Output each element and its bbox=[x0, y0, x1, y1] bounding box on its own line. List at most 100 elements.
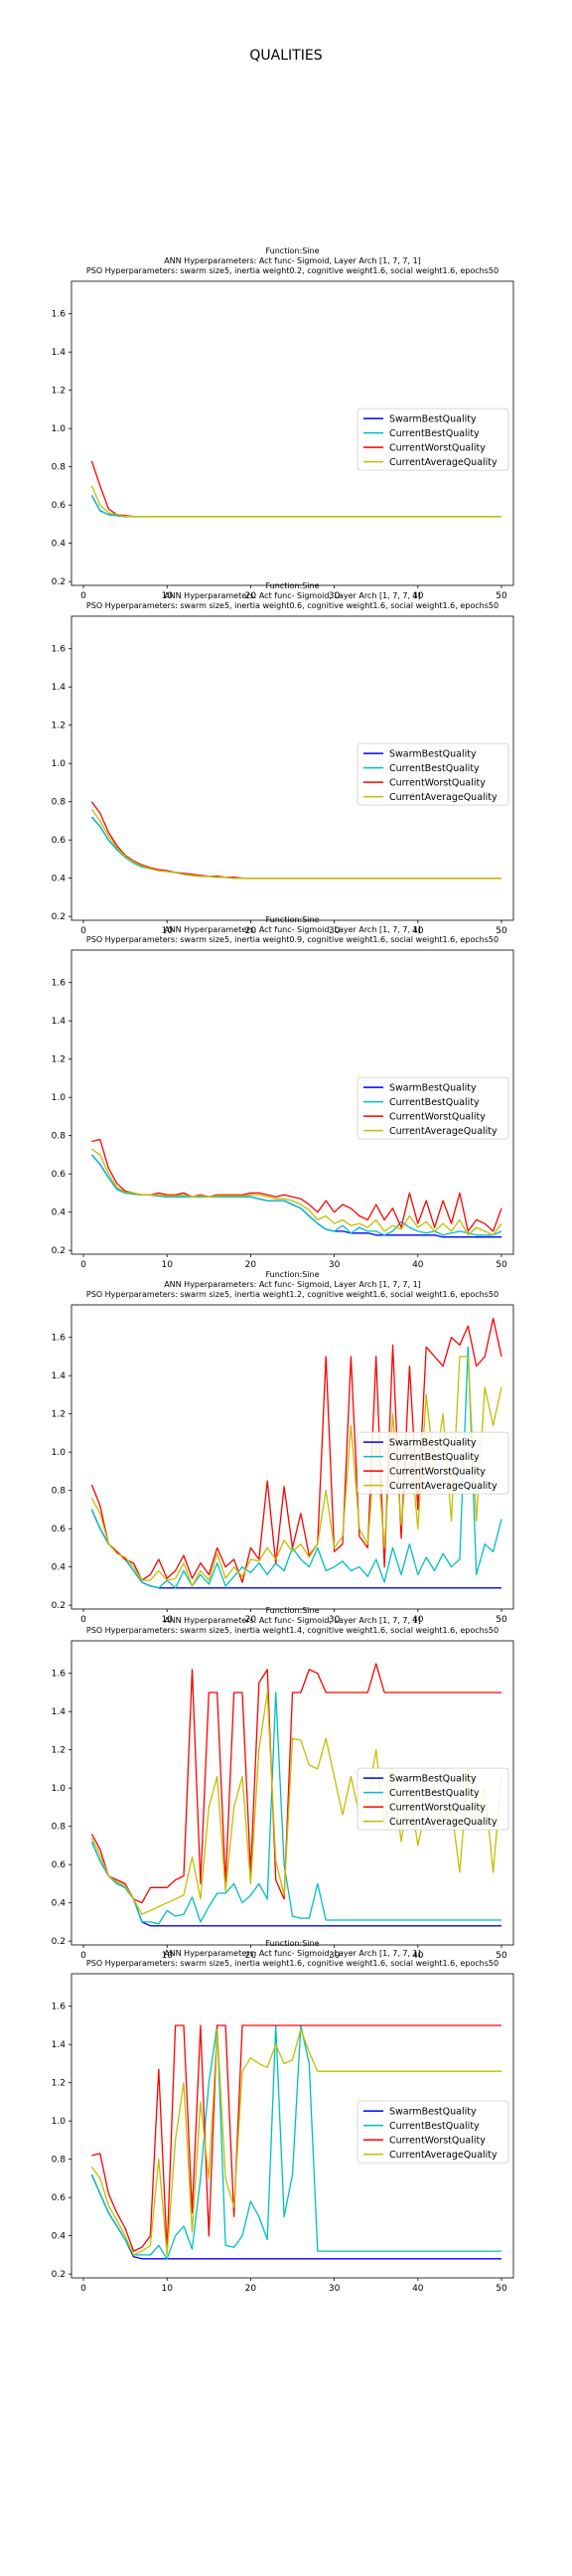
x-tick-label: 0 bbox=[80, 1615, 86, 1625]
series-line-CurrentBestQuality bbox=[90, 495, 501, 518]
y-tick-label: 1.6 bbox=[52, 310, 67, 320]
legend-box bbox=[357, 1076, 509, 1140]
y-tick-label: 0.2 bbox=[52, 912, 66, 922]
legend-label: CurrentWorstQuality bbox=[389, 778, 486, 789]
legend-label: CurrentWorstQuality bbox=[389, 2136, 486, 2147]
y-tick-label: 1.4 bbox=[52, 683, 67, 693]
subplot-title-line: Function:Sine bbox=[265, 1606, 319, 1615]
legend-label: CurrentBestQuality bbox=[389, 1452, 480, 1463]
series-line-SwarmBestQuality bbox=[90, 495, 501, 518]
x-tick-label: 50 bbox=[496, 1615, 507, 1625]
legend-label: SwarmBestQuality bbox=[389, 749, 477, 760]
legend-box bbox=[357, 1767, 509, 1831]
legend-box bbox=[357, 2100, 509, 2164]
legend-label: CurrentWorstQuality bbox=[389, 443, 486, 454]
y-tick-label: 1.0 bbox=[52, 424, 67, 434]
x-tick-label: 10 bbox=[161, 1615, 173, 1625]
y-tick-label: 0.6 bbox=[52, 1170, 67, 1180]
y-tick-label: 1.2 bbox=[52, 1410, 66, 1420]
legend-label: CurrentBestQuality bbox=[389, 1788, 480, 1799]
subplot-title-line: ANN Hyperparameters: Act func- Sigmoid, … bbox=[164, 591, 421, 600]
x-tick-label: 10 bbox=[161, 926, 173, 936]
x-tick-label: 30 bbox=[329, 1951, 341, 1961]
legend-label: SwarmBestQuality bbox=[389, 1774, 477, 1785]
legend-label: SwarmBestQuality bbox=[389, 2107, 477, 2118]
y-tick-label: 1.0 bbox=[52, 2117, 67, 2127]
y-tick-label: 1.2 bbox=[52, 1055, 66, 1065]
subplot-title-line: PSO Hyperparameters: swarm size5, inerti… bbox=[86, 1290, 499, 1299]
legend-label: CurrentWorstQuality bbox=[389, 1112, 486, 1123]
legend-label: SwarmBestQuality bbox=[389, 1438, 477, 1449]
x-tick-label: 30 bbox=[329, 2284, 341, 2294]
x-tick-label: 20 bbox=[245, 1260, 257, 1270]
y-tick-label: 0.2 bbox=[52, 1246, 66, 1256]
x-tick-label: 30 bbox=[329, 926, 341, 936]
y-tick-label: 0.6 bbox=[52, 1525, 67, 1534]
series-line-SwarmBestQuality bbox=[90, 2174, 501, 2260]
y-tick-label: 1.4 bbox=[52, 348, 67, 358]
y-tick-label: 0.4 bbox=[52, 540, 67, 550]
y-tick-label: 0.2 bbox=[52, 1937, 66, 1947]
legend-label: CurrentBestQuality bbox=[389, 2121, 480, 2132]
axes-frame bbox=[71, 949, 514, 1255]
x-tick-label: 10 bbox=[161, 1951, 173, 1961]
x-tick-label: 0 bbox=[80, 1260, 86, 1270]
series-line-CurrentWorstQuality bbox=[90, 1663, 501, 1904]
figure-title: QUALITIES bbox=[249, 48, 323, 64]
x-tick-label: 0 bbox=[80, 2284, 86, 2294]
y-tick-label: 0.8 bbox=[52, 1487, 67, 1497]
legend-label: CurrentAverageQuality bbox=[389, 792, 498, 803]
y-tick-label: 0.8 bbox=[52, 1132, 67, 1142]
x-tick-label: 10 bbox=[161, 1260, 173, 1270]
axes-frame bbox=[71, 280, 514, 586]
legend-label: CurrentBestQuality bbox=[389, 428, 480, 439]
x-tick-label: 40 bbox=[412, 1951, 424, 1961]
x-tick-label: 30 bbox=[329, 1260, 341, 1270]
y-tick-label: 0.6 bbox=[52, 501, 67, 511]
x-tick-label: 20 bbox=[245, 1615, 257, 1625]
subplot-title-line: Function:Sine bbox=[265, 581, 319, 590]
y-tick-label: 0.6 bbox=[52, 1860, 67, 1870]
series-line-CurrentAverageQuality bbox=[90, 2028, 501, 2256]
x-tick-label: 40 bbox=[412, 1615, 424, 1625]
y-tick-label: 1.2 bbox=[52, 722, 66, 731]
y-tick-label: 1.6 bbox=[52, 979, 67, 989]
y-tick-label: 0.4 bbox=[52, 2232, 67, 2242]
series-line-CurrentAverageQuality bbox=[90, 485, 501, 518]
x-tick-label: 20 bbox=[245, 1951, 257, 1961]
legend-label: CurrentAverageQuality bbox=[389, 1481, 498, 1492]
series-line-CurrentWorstQuality bbox=[90, 801, 501, 880]
legend-label: CurrentAverageQuality bbox=[389, 2150, 498, 2161]
y-tick-label: 1.0 bbox=[52, 1093, 67, 1103]
y-tick-label: 0.4 bbox=[52, 875, 67, 885]
axes-frame bbox=[71, 1304, 514, 1610]
y-tick-label: 1.2 bbox=[52, 387, 66, 397]
y-tick-label: 1.6 bbox=[52, 645, 67, 655]
y-tick-label: 1.4 bbox=[52, 1017, 67, 1027]
subplot-title-line: Function:Sine bbox=[265, 1270, 319, 1279]
series-line-CurrentAverageQuality bbox=[90, 809, 501, 880]
legend-label: CurrentAverageQuality bbox=[389, 457, 498, 468]
subplot-title-line: ANN Hyperparameters: Act func- Sigmoid, … bbox=[164, 256, 421, 265]
series-line-CurrentBestQuality bbox=[90, 2024, 501, 2260]
x-tick-label: 0 bbox=[80, 1951, 86, 1961]
legend-label: SwarmBestQuality bbox=[389, 414, 477, 425]
y-tick-label: 1.2 bbox=[52, 1746, 66, 1756]
legend-label: CurrentAverageQuality bbox=[389, 1126, 498, 1137]
series-line-CurrentWorstQuality bbox=[91, 2024, 501, 2252]
subplot-title-line: ANN Hyperparameters: Act func- Sigmoid, … bbox=[164, 925, 421, 934]
axes-frame bbox=[71, 1640, 514, 1946]
x-tick-label: 10 bbox=[161, 2284, 173, 2294]
y-tick-label: 1.6 bbox=[52, 2003, 67, 2012]
legend-label: CurrentBestQuality bbox=[389, 763, 480, 774]
y-tick-label: 1.6 bbox=[52, 1334, 67, 1344]
x-tick-label: 20 bbox=[245, 2284, 257, 2294]
series-line-CurrentBestQuality bbox=[90, 1154, 502, 1236]
subplot-title-line: Function:Sine bbox=[265, 246, 319, 255]
y-tick-label: 0.4 bbox=[52, 1563, 67, 1573]
x-tick-label: 40 bbox=[412, 591, 424, 601]
y-tick-label: 0.2 bbox=[52, 577, 66, 587]
